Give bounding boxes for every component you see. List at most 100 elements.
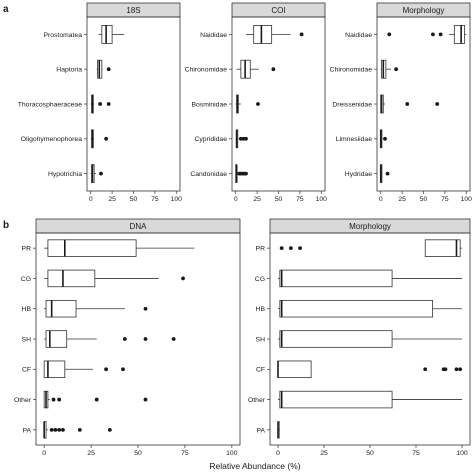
outlier-point [49, 427, 54, 432]
outlier-point [435, 102, 440, 106]
outlier-point [61, 427, 65, 432]
box-iqr [45, 330, 68, 348]
box-plot [278, 269, 462, 288]
box-iqr [43, 360, 66, 379]
box-plot [44, 239, 195, 257]
outlier-point [458, 367, 463, 372]
outlier-point [104, 136, 109, 141]
outlier-point [143, 397, 148, 402]
outlier-point [171, 337, 176, 341]
category-label: Naididae [345, 32, 372, 39]
outlier-point [423, 367, 428, 372]
box-plot [277, 421, 280, 439]
box-iqr [47, 269, 96, 288]
box-plot [236, 59, 276, 79]
outlier-point [271, 67, 276, 72]
category-label: CG [255, 276, 265, 283]
category-label: SH [256, 336, 266, 343]
x-tick-label: 75 [181, 450, 189, 457]
x-tick-label: 25 [320, 450, 328, 457]
x-tick-label: 100 [226, 450, 238, 457]
category-label: SH [22, 336, 32, 343]
category-label: Limnesiidae [336, 136, 372, 143]
box-plot [379, 164, 390, 184]
facet-panel: COI 0 25 50 75 100 Naididae Chironomidae Bosmini… [185, 2, 328, 203]
outlier-point [288, 246, 293, 251]
box-iqr [277, 360, 312, 379]
box-plot [235, 129, 248, 149]
x-tick-label: 50 [134, 450, 142, 457]
x-tick-label: 75 [441, 196, 449, 203]
category-label: Bosminidae [191, 101, 227, 108]
category-label: HB [256, 306, 266, 313]
box-plot [279, 239, 462, 257]
box-plot [43, 390, 148, 409]
box-iqr [424, 239, 461, 257]
box-iqr [279, 299, 433, 318]
outlier-point [256, 102, 260, 106]
category-label: Dreissenidae [332, 101, 372, 108]
box-plot [96, 59, 111, 79]
category-label: Thoracosphaeraceae [18, 101, 82, 108]
outlier-point [431, 32, 435, 37]
x-tick-label: 25 [108, 196, 116, 203]
box-iqr [279, 390, 393, 409]
box-plot [90, 94, 111, 114]
x-tick-label: 50 [275, 196, 283, 203]
facet-strip-title: DNA [130, 222, 148, 231]
outlier-point [94, 397, 99, 402]
box-plot [44, 299, 148, 318]
outlier-point [438, 32, 443, 37]
panel-letter-b: b [3, 220, 9, 231]
category-label: CF [22, 367, 31, 374]
box-plot [44, 330, 176, 348]
x-tick-label: 100 [316, 196, 328, 203]
facet-strip-title: Morphology [403, 6, 445, 15]
category-label: HB [22, 306, 32, 313]
panel-letter-a: a [3, 4, 9, 15]
x-tick-label: 50 [420, 196, 428, 203]
facet-strip-title: COI [271, 6, 285, 15]
category-label: Chironomidae [330, 67, 373, 74]
x-tick-label: 50 [130, 196, 138, 203]
outlier-point [383, 136, 387, 141]
outlier-point [57, 427, 62, 432]
box-plot [90, 164, 103, 184]
category-label: Hypotrichia [48, 171, 82, 178]
facet-panel: DNA 0 25 50 75 100 PR CG HB SH CF Other PA [14, 218, 241, 457]
box-plot [44, 269, 185, 288]
facet-strip-title: 18S [126, 6, 140, 15]
category-label: PR [22, 246, 32, 253]
outlier-point [122, 337, 127, 341]
box-iqr [45, 299, 77, 318]
x-tick-label: 100 [461, 196, 473, 203]
outlier-point [298, 246, 302, 251]
outlier-point [57, 397, 62, 402]
outlier-point [299, 32, 304, 37]
category-label: PA [22, 427, 31, 434]
category-label: Hydridae [345, 171, 372, 178]
box-plot [278, 330, 462, 348]
box-plot [379, 129, 387, 149]
category-label: Prostomatea [43, 32, 82, 39]
category-label: PA [256, 427, 265, 434]
box-plot [278, 390, 462, 409]
outlier-point [244, 136, 248, 141]
category-label: Oligohymenophorea [21, 136, 82, 143]
box-plot [98, 24, 125, 44]
outlier-point [454, 367, 459, 372]
x-axis-label: Relative Abundance (%) [209, 461, 300, 471]
box-plot [278, 299, 462, 318]
x-tick-label: 0 [42, 450, 46, 457]
x-tick-label: 75 [296, 196, 304, 203]
outlier-point [405, 102, 410, 106]
box-plot [43, 421, 112, 439]
x-tick-label: 25 [398, 196, 406, 203]
x-tick-label: 0 [234, 196, 238, 203]
facet-strip-title: Morphology [349, 222, 391, 231]
x-tick-label: 0 [379, 196, 383, 203]
outlier-point [143, 306, 148, 311]
outlier-point [51, 397, 56, 402]
box-plot [387, 24, 467, 44]
